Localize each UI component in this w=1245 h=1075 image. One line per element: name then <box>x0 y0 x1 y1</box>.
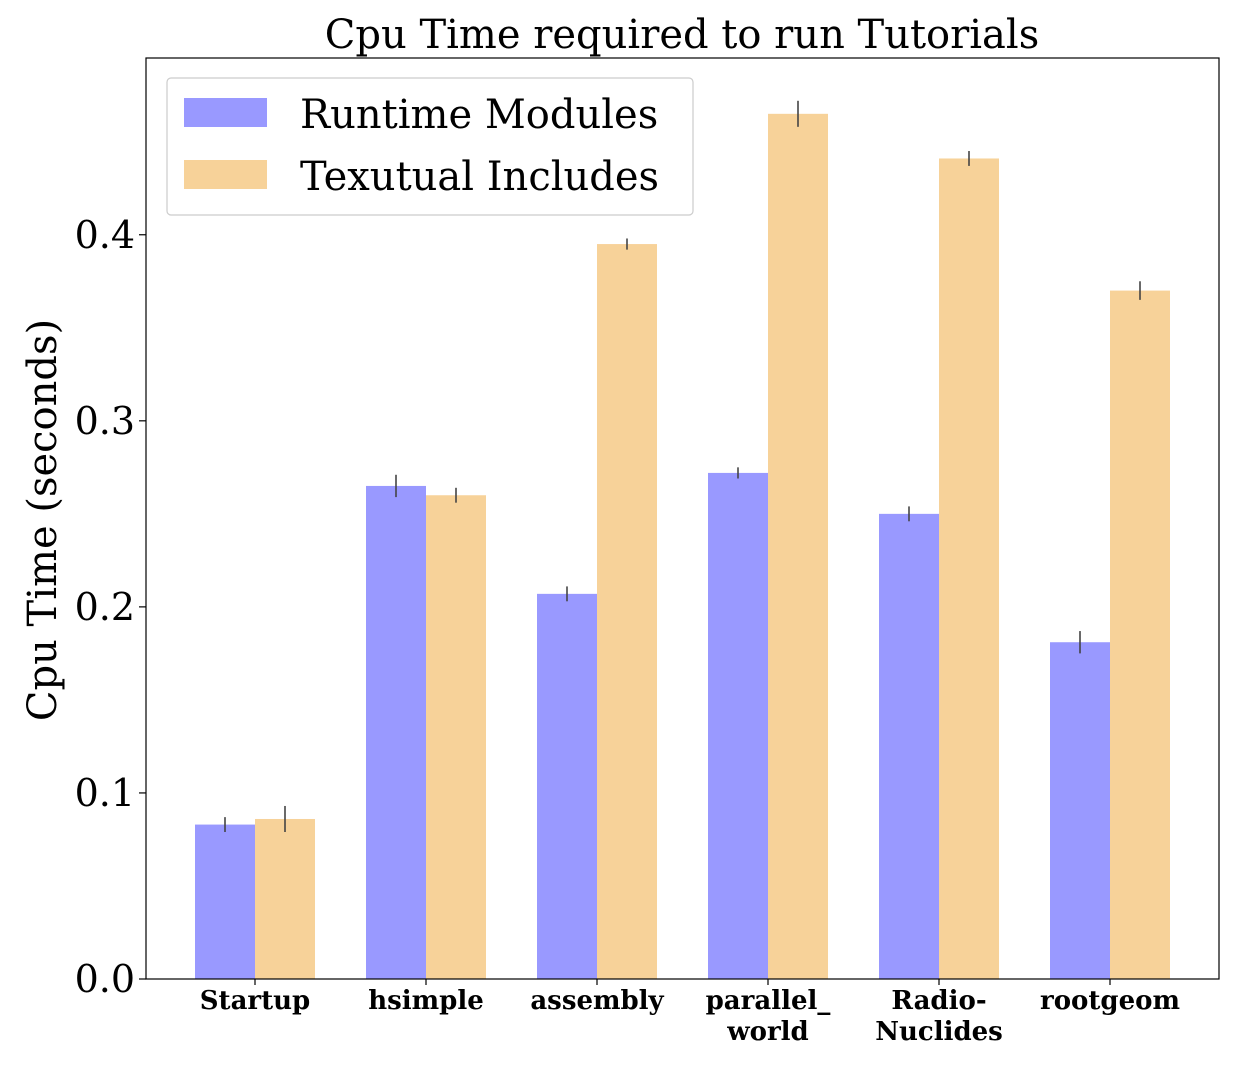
y-tick-label-0-1: 0.1 <box>75 771 135 815</box>
bar-texutual-includes-rootgeom <box>1110 290 1170 979</box>
y-tick-label-0-3: 0.3 <box>75 399 135 443</box>
error-bars-layer <box>224 100 1141 833</box>
x-tick-label-radio-nuclides-0: Radio- <box>891 986 986 1016</box>
legend-label-runtime-modules: Runtime Modules <box>300 92 658 138</box>
legend-label-texutual-includes: Texutual Includes <box>300 154 659 200</box>
y-axis-label: Cpu Time (seconds) <box>20 319 66 721</box>
y-tick-label-0-2: 0.2 <box>75 585 135 629</box>
x-axis-ticks: Startup hsimple assembly parallel_world Radi… <box>200 979 1180 1047</box>
bar-runtime-modules-hsimple <box>366 485 426 979</box>
x-tick-label-hsimple: hsimple <box>368 986 484 1016</box>
chart-title: Cpu Time required to run Tutorials <box>325 12 1039 58</box>
plot-area-frame <box>145 57 1220 980</box>
y-tick-label-0-0: 0.0 <box>75 957 135 1001</box>
bar-runtime-modules-rootgeom <box>1050 642 1110 979</box>
bar-runtime-modules-startup <box>195 824 255 979</box>
y-tick-label-0-4: 0.4 <box>75 213 135 257</box>
legend: Runtime Modules Texutual Includes <box>166 77 694 216</box>
bars-layer <box>195 113 1170 980</box>
x-tick-label-parallel-world-0: parallel_ <box>706 986 831 1016</box>
x-tick-label-parallel-world-1: world <box>726 1017 808 1047</box>
bar-runtime-modules-radio-nuclides <box>879 513 939 979</box>
bar-texutual-includes-startup <box>255 818 315 979</box>
bar-texutual-includes-radio-nuclides <box>939 158 999 980</box>
bar-texutual-includes-assembly <box>597 244 657 979</box>
y-axis-ticks: 0.0 0.1 0.2 0.3 0.4 <box>75 213 146 1001</box>
x-tick-label-startup: Startup <box>200 986 310 1016</box>
x-tick-label-rootgeom: rootgeom <box>1040 986 1180 1016</box>
legend-swatch-texutual-includes <box>184 160 267 189</box>
x-tick-label-radio-nuclides-1: Nuclides <box>875 1017 1003 1047</box>
bar-runtime-modules-assembly <box>537 593 597 979</box>
bar-runtime-modules-parallel-world <box>708 472 768 979</box>
legend-frame <box>166 77 694 216</box>
legend-swatch-runtime-modules <box>184 98 267 127</box>
bar-texutual-includes-parallel-world <box>768 113 828 980</box>
bar-texutual-includes-hsimple <box>426 495 486 979</box>
x-tick-label-assembly: assembly <box>530 986 664 1016</box>
